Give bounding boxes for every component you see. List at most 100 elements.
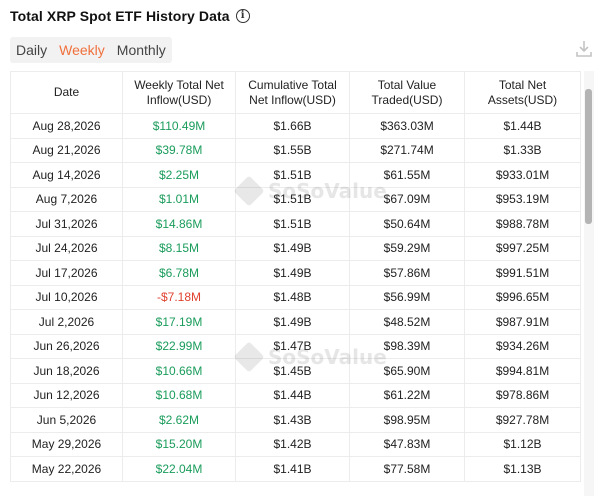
weekly-inflow-cell: $17.19M [122,309,236,335]
cumulative-inflow-cell: $1.51B [235,162,350,188]
info-icon[interactable]: i [235,9,250,23]
column-header-weekly-inflow[interactable]: Weekly Total Net Inflow(USD) [122,71,236,114]
weekly-inflow-cell: $2.62M [122,407,236,433]
history-table-container[interactable]: Date Weekly Total Net Inflow(USD) Cumula… [10,71,594,496]
cumulative-inflow-cell: $1.66B [235,113,350,139]
value-traded-cell: $65.90M [349,358,465,384]
value-traded-cell: $47.83M [349,431,465,457]
weekly-inflow-cell: $15.20M [122,431,236,457]
weekly-inflow-cell: $110.49M [122,113,236,139]
value-traded-cell: $61.22M [349,382,465,408]
date-cell: Jun 18,2026 [10,358,123,384]
period-tabs: Daily Weekly Monthly [10,37,172,63]
cumulative-inflow-cell: $1.44B [235,382,350,408]
date-cell: May 29,2026 [10,431,123,457]
net-assets-cell: $1.44B [464,113,581,139]
table-header-row: Date Weekly Total Net Inflow(USD) Cumula… [10,71,581,114]
cumulative-inflow-cell: $1.51B [235,186,350,212]
column-header-cumulative-inflow[interactable]: Cumulative Total Net Inflow(USD) [235,71,350,114]
cumulative-inflow-cell: $1.45B [235,358,350,384]
net-assets-cell: $934.26M [464,333,581,359]
value-traded-cell: $57.86M [349,260,465,286]
weekly-inflow-cell: $1.01M [122,186,236,212]
cumulative-inflow-cell: $1.51B [235,211,350,237]
net-assets-cell: $1.33B [464,137,581,163]
date-cell: Jul 24,2026 [10,235,123,261]
date-cell: May 22,2026 [10,456,123,482]
table-row: Aug 28,2026 $110.49M $1.66B $363.03M $1.44B [10,113,581,139]
net-assets-cell: $953.19M [464,186,581,212]
net-assets-cell: $1.12B [464,431,581,457]
date-cell: Aug 28,2026 [10,113,123,139]
table-row: Jun 5,2026 $2.62M $1.43B $98.95M $927.78M [10,407,581,433]
weekly-inflow-cell: $22.99M [122,333,236,359]
weekly-inflow-cell: $14.86M [122,211,236,237]
date-cell: Aug 21,2026 [10,137,123,163]
cumulative-inflow-cell: $1.42B [235,431,350,457]
cumulative-inflow-cell: $1.41B [235,456,350,482]
date-cell: Jun 5,2026 [10,407,123,433]
net-assets-cell: $994.81M [464,358,581,384]
net-assets-cell: $988.78M [464,211,581,237]
column-header-net-assets[interactable]: Total Net Assets(USD) [464,71,581,114]
net-assets-cell: $1.13B [464,456,581,482]
weekly-inflow-cell: $22.04M [122,456,236,482]
weekly-inflow-cell: $10.66M [122,358,236,384]
table-row: Jun 18,2026 $10.66M $1.45B $65.90M $994.81M [10,358,581,384]
net-assets-cell: $997.25M [464,235,581,261]
column-header-value-traded[interactable]: Total Value Traded(USD) [349,71,465,114]
net-assets-cell: $987.91M [464,309,581,335]
table-row: Aug 7,2026 $1.01M $1.51B $67.09M $953.19M [10,186,581,212]
table-row: May 29,2026 $15.20M $1.42B $47.83M $1.12B [10,431,581,457]
date-cell: Jul 2,2026 [10,309,123,335]
value-traded-cell: $67.09M [349,186,465,212]
table-row: Jul 10,2026 -$7.18M $1.48B $56.99M $996.65M [10,284,581,310]
value-traded-cell: $48.52M [349,309,465,335]
weekly-inflow-cell: $10.68M [122,382,236,408]
date-cell: Jul 17,2026 [10,260,123,286]
date-cell: Aug 14,2026 [10,162,123,188]
history-table: Date Weekly Total Net Inflow(USD) Cumula… [10,71,581,482]
table-row: Jun 26,2026 $22.99M $1.47B $98.39M $934.26M [10,333,581,359]
net-assets-cell: $978.86M [464,382,581,408]
tab-monthly[interactable]: Monthly [116,42,166,58]
page-header: Total XRP Spot ETF History Data i [10,6,250,26]
page-title: Total XRP Spot ETF History Data [10,8,230,24]
value-traded-cell: $61.55M [349,162,465,188]
table-row: Jul 24,2026 $8.15M $1.49B $59.29M $997.25M [10,235,581,261]
table-body: Aug 28,2026 $110.49M $1.66B $363.03M $1.44B A… [10,113,581,482]
value-traded-cell: $77.58M [349,456,465,482]
cumulative-inflow-cell: $1.47B [235,333,350,359]
date-cell: Jul 10,2026 [10,284,123,310]
cumulative-inflow-cell: $1.48B [235,284,350,310]
value-traded-cell: $59.29M [349,235,465,261]
weekly-inflow-cell: $8.15M [122,235,236,261]
value-traded-cell: $363.03M [349,113,465,139]
date-cell: Jun 12,2026 [10,382,123,408]
column-header-date[interactable]: Date [10,71,123,114]
weekly-inflow-cell: $39.78M [122,137,236,163]
value-traded-cell: $98.39M [349,333,465,359]
value-traded-cell: $271.74M [349,137,465,163]
scrollbar-thumb[interactable] [585,89,592,224]
cumulative-inflow-cell: $1.55B [235,137,350,163]
value-traded-cell: $98.95M [349,407,465,433]
vertical-scrollbar[interactable] [584,71,594,496]
weekly-inflow-cell: $6.78M [122,260,236,286]
cumulative-inflow-cell: $1.49B [235,260,350,286]
net-assets-cell: $927.78M [464,407,581,433]
date-cell: Jul 31,2026 [10,211,123,237]
table-row: Aug 21,2026 $39.78M $1.55B $271.74M $1.33B [10,137,581,163]
value-traded-cell: $50.64M [349,211,465,237]
cumulative-inflow-cell: $1.49B [235,309,350,335]
cumulative-inflow-cell: $1.43B [235,407,350,433]
cumulative-inflow-cell: $1.49B [235,235,350,261]
table-row: Jul 17,2026 $6.78M $1.49B $57.86M $991.51M [10,260,581,286]
table-row: May 22,2026 $22.04M $1.41B $77.58M $1.13B [10,456,581,482]
download-icon[interactable] [576,40,592,58]
net-assets-cell: $991.51M [464,260,581,286]
table-row: Jun 12,2026 $10.68M $1.44B $61.22M $978.86M [10,382,581,408]
table-row: Jul 2,2026 $17.19M $1.49B $48.52M $987.91M [10,309,581,335]
tab-daily[interactable]: Daily [16,42,48,58]
tab-weekly[interactable]: Weekly [59,42,105,58]
